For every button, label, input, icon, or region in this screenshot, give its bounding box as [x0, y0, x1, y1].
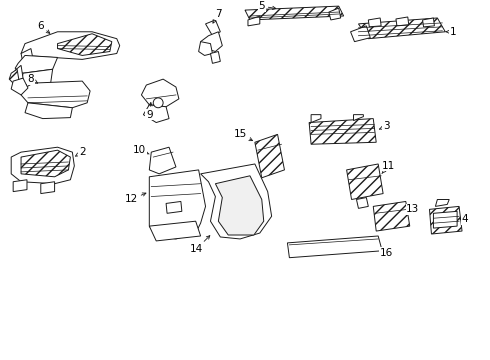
Text: 3: 3 — [379, 121, 390, 131]
Text: 9: 9 — [146, 103, 152, 120]
Polygon shape — [200, 164, 271, 239]
Text: 1: 1 — [446, 27, 457, 37]
Polygon shape — [15, 55, 57, 73]
Polygon shape — [359, 18, 445, 39]
Polygon shape — [373, 202, 410, 231]
Text: 5: 5 — [258, 1, 276, 11]
Polygon shape — [149, 221, 200, 241]
Polygon shape — [255, 134, 285, 178]
Polygon shape — [350, 26, 370, 42]
Polygon shape — [9, 69, 19, 83]
Polygon shape — [21, 49, 33, 63]
Polygon shape — [245, 6, 343, 20]
Polygon shape — [13, 180, 27, 192]
Polygon shape — [166, 202, 182, 213]
Polygon shape — [211, 51, 220, 63]
Circle shape — [153, 98, 163, 108]
Polygon shape — [311, 114, 321, 122]
Polygon shape — [353, 114, 364, 121]
Polygon shape — [396, 17, 409, 26]
Polygon shape — [200, 32, 222, 51]
Text: 13: 13 — [406, 204, 419, 214]
Polygon shape — [429, 206, 462, 234]
Polygon shape — [25, 103, 73, 118]
Text: 11: 11 — [381, 161, 394, 174]
Polygon shape — [41, 182, 54, 194]
Text: 6: 6 — [37, 21, 50, 33]
Polygon shape — [329, 8, 341, 20]
Text: 14: 14 — [190, 236, 210, 254]
Text: 7: 7 — [213, 9, 221, 23]
Text: 10: 10 — [133, 145, 149, 155]
Polygon shape — [198, 42, 213, 55]
Polygon shape — [434, 211, 457, 228]
Text: 15: 15 — [233, 129, 252, 141]
Polygon shape — [149, 170, 205, 239]
Polygon shape — [149, 147, 176, 174]
Polygon shape — [21, 69, 52, 85]
Text: 4: 4 — [460, 214, 468, 224]
Polygon shape — [21, 81, 90, 108]
Polygon shape — [248, 16, 260, 26]
Polygon shape — [142, 79, 179, 107]
Polygon shape — [422, 18, 435, 27]
Text: 2: 2 — [75, 147, 86, 157]
Text: 12: 12 — [125, 193, 146, 204]
Polygon shape — [21, 32, 120, 59]
Polygon shape — [309, 118, 376, 144]
Text: 16: 16 — [379, 248, 392, 258]
Polygon shape — [57, 34, 112, 55]
Polygon shape — [368, 18, 381, 27]
Polygon shape — [11, 78, 28, 95]
Polygon shape — [346, 164, 383, 199]
Polygon shape — [436, 199, 449, 206]
Polygon shape — [144, 105, 169, 122]
Polygon shape — [21, 150, 71, 177]
Polygon shape — [11, 147, 74, 184]
Polygon shape — [205, 20, 221, 36]
Polygon shape — [216, 176, 264, 235]
Polygon shape — [15, 65, 23, 81]
Polygon shape — [357, 198, 368, 208]
Text: 8: 8 — [27, 74, 38, 84]
Polygon shape — [288, 236, 382, 258]
